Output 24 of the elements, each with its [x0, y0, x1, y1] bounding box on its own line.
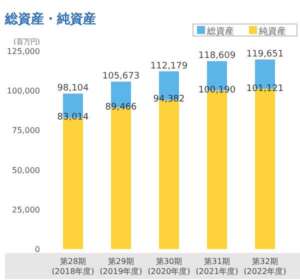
- y-tick-label: 50,000: [12, 166, 40, 175]
- total-label: 98,104: [57, 84, 90, 94]
- legend-label: 純資産: [259, 26, 286, 37]
- data-label: 83,014: [57, 112, 90, 123]
- total-label: 118,609: [198, 51, 236, 62]
- y-tick-label: 25,000: [12, 205, 40, 214]
- y-tick-label: 100,000: [6, 86, 40, 96]
- x-tick-label: 第32期 (2022年度): [244, 257, 286, 276]
- data-label: 94,382: [153, 94, 185, 104]
- y-tick-label: 0: [34, 245, 40, 254]
- data-label: 89,466: [105, 102, 138, 112]
- legend-label: 総資産: [206, 26, 234, 37]
- y-tick-label: 125,000: [6, 47, 40, 56]
- data-label: 101,121: [246, 84, 284, 94]
- x-tick-label: 第28期 (2018年度): [52, 257, 94, 276]
- total-label: 105,673: [102, 72, 140, 82]
- data-label: 100,190: [198, 85, 236, 96]
- x-tick-label: 第30期 (2020年度): [148, 257, 190, 276]
- y-tick-label: 75,000: [12, 126, 40, 136]
- x-tick-label: 第31期 (2021年度): [196, 257, 238, 276]
- chart-title: 総資産・純資産: [4, 11, 96, 27]
- total-label: 119,651: [246, 49, 284, 60]
- total-label: 112,179: [150, 61, 188, 72]
- x-tick-label: 第29期 (2019年度): [100, 257, 142, 276]
